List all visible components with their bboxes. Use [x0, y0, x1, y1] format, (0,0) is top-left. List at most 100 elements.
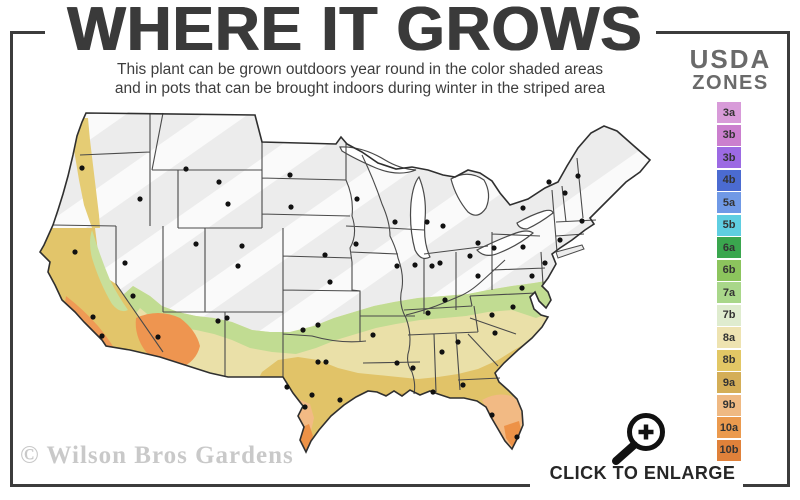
frame-bottom-right-segment — [743, 484, 790, 487]
legend-zone-swatch: 3a — [717, 102, 741, 123]
city-dot — [575, 173, 581, 179]
legend-zone-swatch: 4b — [717, 169, 741, 191]
city-dot — [322, 252, 328, 258]
legend-zone-swatch: 10b — [717, 439, 741, 461]
legend-zone-swatch: 8b — [717, 349, 741, 371]
legend-zone-swatch: 6a — [717, 237, 741, 258]
city-dot — [370, 332, 376, 338]
click-to-enlarge-button[interactable]: CLICK TO ENLARGE — [549, 463, 736, 483]
city-dot — [239, 243, 245, 249]
city-dot — [475, 240, 481, 246]
legend-zone-swatch: 5b — [717, 214, 741, 236]
city-dot — [90, 314, 96, 320]
city-dot — [79, 165, 85, 171]
usda-zone-legend: 3a 3b 3b 4b 5a 5b 6a 6b 7a 7b 8a 8b 9a 9b 10a 10b — [717, 102, 741, 462]
subtitle-line-2: and in pots that can be brought indoors … — [114, 80, 606, 97]
city-dots-layer — [72, 165, 585, 440]
city-dot — [155, 334, 161, 340]
city-dot — [137, 196, 143, 202]
legend-zone-swatch: 7b — [717, 304, 741, 326]
subtitle-line-1: This plant can be grown outdoors year ro… — [117, 61, 603, 78]
city-dot — [562, 190, 568, 196]
frame-top-left-segment — [10, 31, 45, 34]
city-dot — [492, 330, 498, 336]
city-dot — [546, 179, 552, 185]
city-dot — [215, 318, 221, 324]
city-dot — [353, 241, 359, 247]
city-dot — [183, 166, 189, 172]
city-dot — [72, 249, 78, 255]
city-dot — [216, 179, 222, 185]
city-dot — [489, 412, 495, 418]
legend-zone-swatch: 7a — [717, 282, 741, 303]
city-dot — [284, 384, 290, 390]
city-dot — [130, 293, 136, 299]
legend-zone-swatch: 3b — [717, 147, 741, 168]
legend-zone-swatch: 5a — [717, 192, 741, 213]
city-dot — [300, 327, 306, 333]
city-dot — [489, 312, 495, 318]
legend-zone-swatch: 3b — [717, 124, 741, 146]
legend-zone-swatch: 9b — [717, 394, 741, 416]
city-dot — [437, 260, 443, 266]
city-dot — [99, 333, 105, 339]
legend-zone-swatch: 8a — [717, 327, 741, 348]
city-dot — [309, 392, 315, 398]
city-dot — [520, 205, 526, 211]
city-dot — [394, 263, 400, 269]
great-lakes — [339, 146, 554, 260]
city-dot — [235, 263, 241, 269]
frame-top-right-segment — [656, 31, 790, 34]
city-dot — [557, 237, 563, 243]
city-dot — [429, 263, 435, 269]
watermark: © Wilson Bros Gardens — [20, 442, 294, 469]
city-dot — [425, 310, 431, 316]
city-dot — [337, 397, 343, 403]
city-dot — [475, 273, 481, 279]
frame-left-border — [10, 31, 13, 487]
city-dot — [327, 279, 333, 285]
city-dot — [520, 244, 526, 250]
frame-bottom-left-segment — [10, 484, 530, 487]
city-dot — [424, 219, 430, 225]
page-title: WHERE IT GROWS — [67, 0, 643, 64]
city-dot — [529, 273, 535, 279]
legend-zone-swatch: 9a — [717, 372, 741, 393]
city-dot — [315, 359, 321, 365]
city-dot — [491, 245, 497, 251]
city-dot — [510, 304, 516, 310]
city-dot — [514, 434, 520, 440]
city-dot — [412, 262, 418, 268]
city-dot — [394, 360, 400, 366]
magnifier-plus-icon[interactable] — [606, 404, 670, 468]
city-dot — [193, 241, 199, 247]
legend-zone-swatch: 10a — [717, 417, 741, 438]
legend-title-zones: ZONES — [692, 72, 769, 94]
city-dot — [410, 365, 416, 371]
city-dot — [287, 172, 293, 178]
city-dot — [439, 349, 445, 355]
frame-right-border — [787, 31, 790, 487]
city-dot — [122, 260, 128, 266]
city-dot — [460, 382, 466, 388]
state-borders — [52, 112, 597, 395]
legend-title-usda: USDA — [689, 44, 772, 74]
city-dot — [225, 201, 231, 207]
city-dot — [440, 223, 446, 229]
city-dot — [288, 204, 294, 210]
legend-zone-swatch: 6b — [717, 259, 741, 281]
city-dot — [467, 253, 473, 259]
city-dot — [323, 359, 329, 365]
city-dot — [302, 404, 308, 410]
city-dot — [455, 339, 461, 345]
city-dot — [579, 218, 585, 224]
map-outline — [39, 112, 652, 454]
city-dot — [542, 260, 548, 266]
city-dot — [519, 285, 525, 291]
city-dot — [315, 322, 321, 328]
city-dot — [442, 297, 448, 303]
city-dot — [224, 315, 230, 321]
city-dot — [430, 389, 436, 395]
